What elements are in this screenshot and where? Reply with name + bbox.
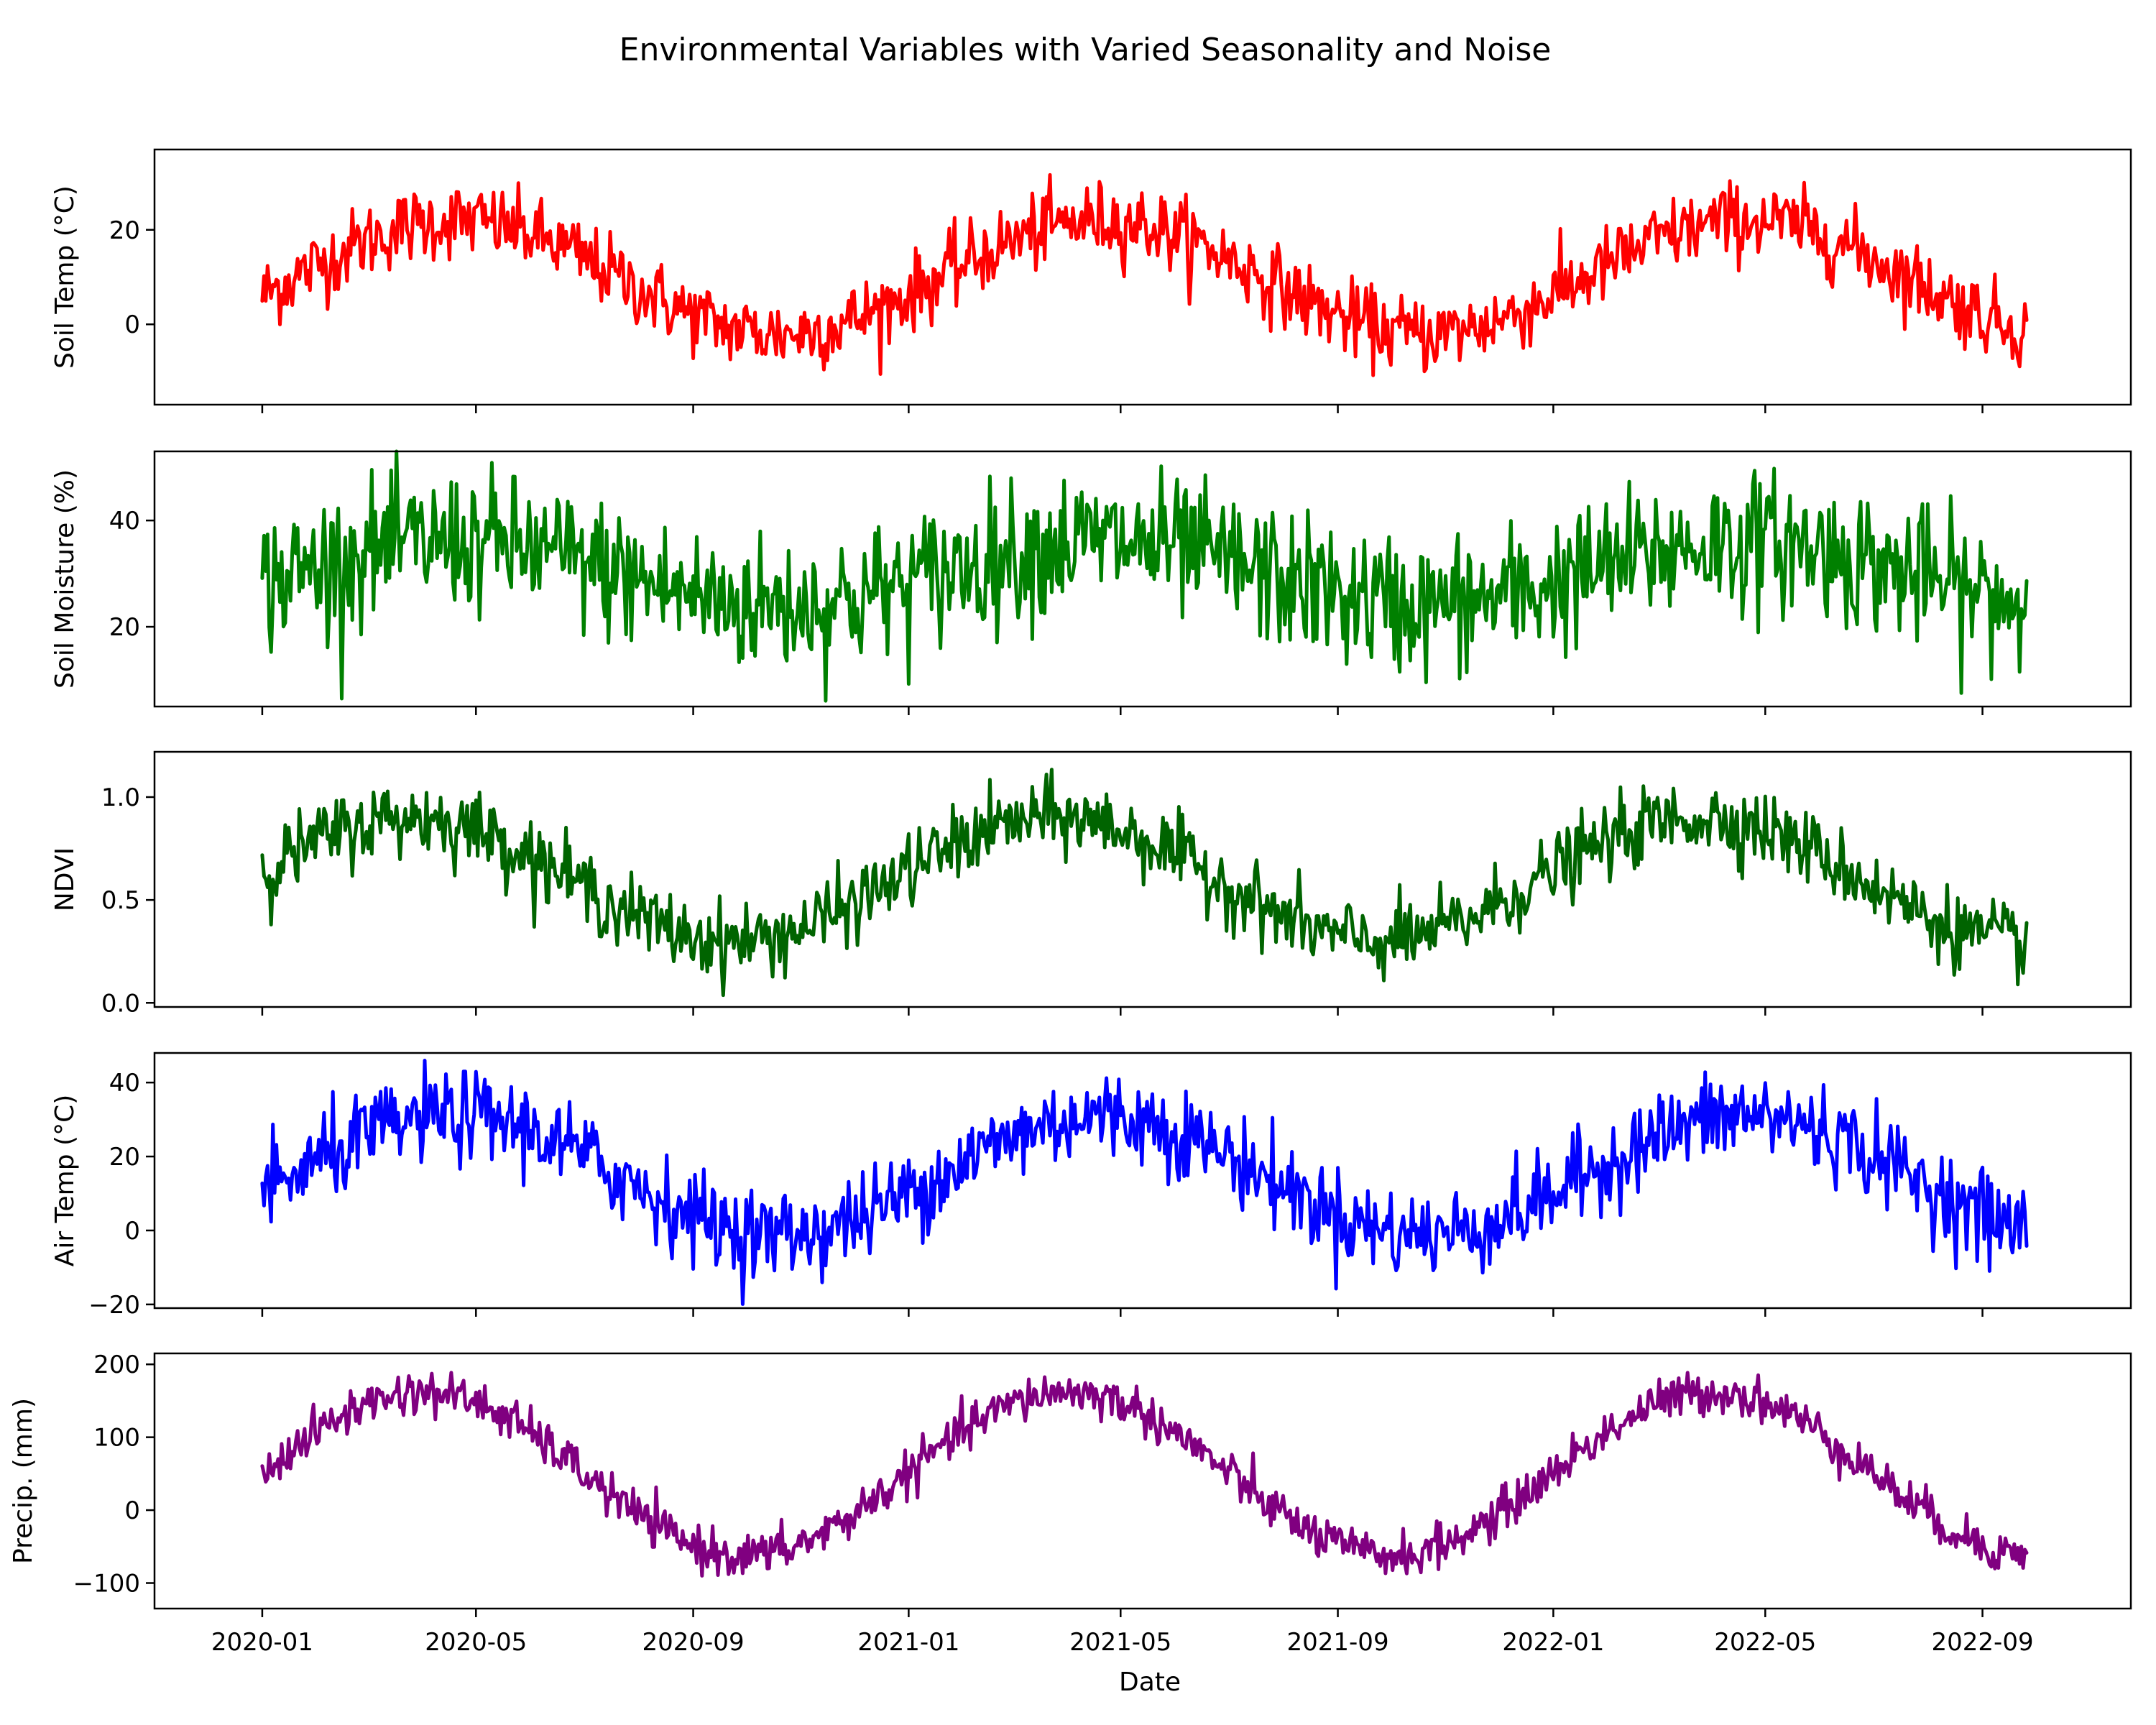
panels: 0 20 Soil Temp (°C) 20 40 Soil Moisture (%) 0.… — [9, 148, 2132, 1617]
y-axis-label: Precip. (mm) — [9, 1398, 38, 1564]
y-tick-label: 40 — [109, 507, 140, 535]
y-tick-label: 0 — [124, 1496, 140, 1525]
x-tick-label: 2021-09 — [1287, 1628, 1389, 1657]
x-tick-label: 2022-05 — [1714, 1628, 1816, 1657]
x-tick-label: 2020-05 — [425, 1628, 527, 1657]
series-line-1 — [260, 172, 2029, 377]
panel-1: 0 20 Soil Temp (°C) — [50, 148, 2132, 413]
y-tick-label: 0.0 — [101, 989, 140, 1018]
x-axis: 2020-01 2020-05 2020-09 2021-01 2021-05 2021-… — [211, 1628, 2034, 1657]
y-tick-label: 20 — [109, 613, 140, 642]
y-tick-label: 0 — [124, 1217, 140, 1246]
panel-2: 20 40 Soil Moisture (%) — [50, 449, 2132, 715]
panel-4: −20 0 20 40 Air Temp (°C) — [50, 1052, 2132, 1320]
series-line-3 — [260, 768, 2029, 998]
y-tick-label: 20 — [109, 216, 140, 245]
y-axis-label: NDVI — [50, 847, 80, 911]
panel-5: −100 0 100 200 Precip. (mm) — [9, 1351, 2132, 1617]
x-tick-label: 2020-01 — [211, 1628, 313, 1657]
y-axis-label: Soil Moisture (%) — [50, 469, 80, 689]
y-tick-label: 200 — [93, 1351, 140, 1379]
x-tick-label: 2021-01 — [857, 1628, 959, 1657]
y-tick-label: −20 — [88, 1291, 140, 1320]
y-axis-label: Air Temp (°C) — [50, 1095, 80, 1266]
panel-frame — [153, 1352, 2132, 1610]
y-tick-label: 20 — [109, 1143, 140, 1172]
panel-frame — [153, 450, 2132, 708]
y-tick-label: 0 — [124, 310, 140, 339]
chart-title: Environmental Variables with Varied Seas… — [619, 32, 1552, 68]
y-tick-label: −100 — [73, 1570, 140, 1598]
x-tick-label: 2022-09 — [1932, 1628, 2034, 1657]
series-line-4 — [260, 1059, 2029, 1306]
x-axis-label: Date — [1119, 1668, 1181, 1697]
y-tick-label: 100 — [93, 1424, 140, 1453]
x-tick-label: 2022-01 — [1502, 1628, 1604, 1657]
panel-frame — [153, 148, 2132, 406]
y-tick-label: 0.5 — [101, 886, 140, 915]
y-tick-label: 1.0 — [101, 783, 140, 812]
x-tick-label: 2021-05 — [1069, 1628, 1171, 1657]
panel-frame — [153, 750, 2132, 1008]
series-line-5 — [260, 1371, 2029, 1578]
y-axis-label: Soil Temp (°C) — [50, 185, 80, 369]
y-tick-label: 40 — [109, 1069, 140, 1098]
panel-frame — [153, 1052, 2132, 1310]
panel-3: 0.0 0.5 1.0 NDVI — [50, 750, 2132, 1018]
series-line-2 — [260, 449, 2029, 703]
x-tick-label: 2020-09 — [642, 1628, 745, 1657]
